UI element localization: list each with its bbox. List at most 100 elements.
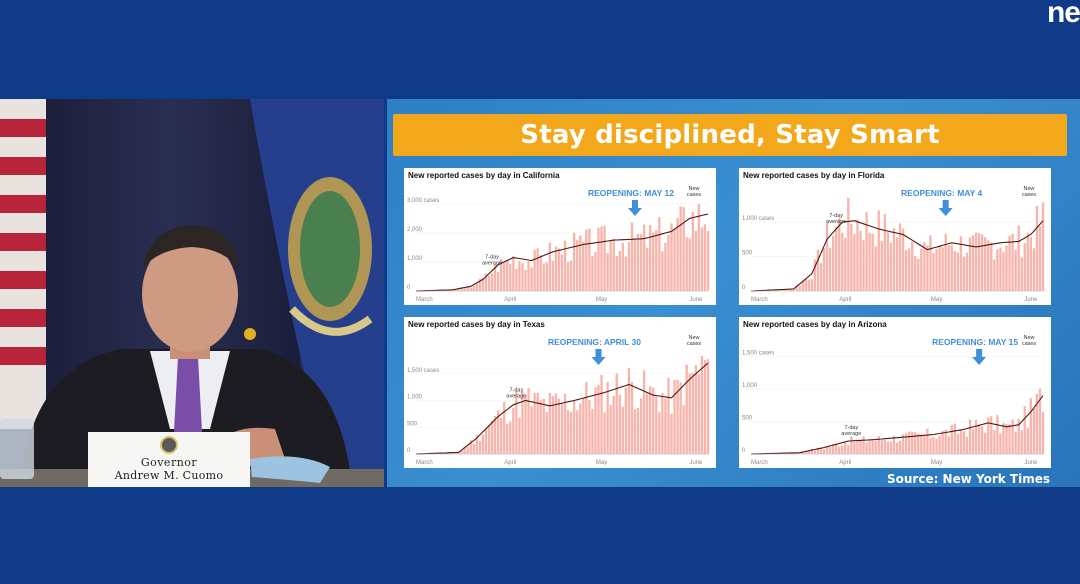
daily-bar <box>901 434 905 454</box>
daily-bar <box>673 379 676 454</box>
daily-bar <box>463 286 466 291</box>
daily-bar <box>907 248 911 291</box>
daily-bar <box>518 261 521 291</box>
daily-bar <box>856 219 859 291</box>
daily-bar <box>895 442 899 454</box>
avg-label: average <box>841 431 861 437</box>
daily-bar <box>524 395 527 454</box>
daily-bar <box>484 273 488 291</box>
daily-bar <box>838 217 841 291</box>
daily-bar <box>804 451 807 454</box>
daily-bar <box>801 280 804 291</box>
daily-bar <box>639 398 643 454</box>
x-tick-label: April <box>504 297 516 303</box>
daily-bar <box>898 223 902 291</box>
daily-bar <box>880 240 883 291</box>
daily-bar <box>576 410 579 454</box>
seven-day-average-line <box>415 362 709 455</box>
daily-bar <box>868 232 871 291</box>
daily-bar <box>1032 248 1036 291</box>
slide-title: Stay disciplined, Stay Smart <box>520 120 940 150</box>
daily-bar <box>630 222 634 291</box>
daily-bar <box>810 279 814 291</box>
daily-bar <box>847 445 850 454</box>
daily-bar <box>968 237 972 291</box>
daily-bar <box>533 392 536 454</box>
daily-bar <box>850 436 853 454</box>
us-flag <box>0 99 46 429</box>
y-tick-label: 0 <box>407 285 411 291</box>
daily-bar <box>487 275 491 291</box>
daily-bar <box>527 261 530 291</box>
daily-bar <box>999 247 1002 291</box>
daily-bar <box>947 436 950 454</box>
daily-bar <box>536 248 539 291</box>
daily-bar <box>572 400 576 454</box>
y-tick-label: 0 <box>742 285 746 291</box>
daily-bar <box>478 441 482 454</box>
daily-bar <box>914 256 917 291</box>
daily-bar <box>1032 408 1036 454</box>
daily-bar <box>490 420 494 454</box>
daily-bar <box>987 240 990 291</box>
avg-label: average <box>506 394 526 400</box>
ny-state-flag <box>250 99 384 487</box>
avg-label: 7-day <box>485 255 499 261</box>
daily-bar <box>679 206 682 291</box>
chart-texas: New reported cases by day in Texas 0 500 1,… <box>404 317 716 468</box>
daily-bar <box>880 440 883 454</box>
daily-bar <box>923 435 926 454</box>
daily-bar <box>460 450 463 454</box>
daily-bar <box>615 255 618 291</box>
daily-bar <box>506 423 509 454</box>
chart-title: New reported cases by day in California <box>408 171 560 180</box>
daily-bar <box>932 253 935 291</box>
slide-title-banner: Stay disciplined, Stay Smart <box>393 114 1067 156</box>
daily-bar <box>1011 419 1014 454</box>
daily-bar <box>685 364 688 454</box>
daily-bar <box>615 373 618 454</box>
daily-bar <box>1035 205 1039 291</box>
daily-bar <box>633 408 637 454</box>
daily-bar <box>521 391 524 454</box>
daily-bar <box>472 444 475 454</box>
daily-bar <box>572 232 576 291</box>
daily-bar <box>853 233 856 291</box>
reopening-label: REOPENING: MAY 15 <box>932 337 1018 347</box>
daily-bar <box>819 448 823 454</box>
daily-bar <box>980 426 984 454</box>
avg-label: 7-day <box>844 425 858 431</box>
daily-bar <box>472 285 475 291</box>
daily-bar <box>557 248 561 291</box>
reopening-arrow-icon <box>972 349 987 365</box>
daily-bar <box>585 382 588 454</box>
daily-bar <box>609 404 612 454</box>
daily-bar <box>810 449 814 454</box>
daily-bar <box>1029 236 1033 291</box>
daily-bar <box>518 417 521 454</box>
daily-bar <box>971 428 975 454</box>
daily-bar <box>457 289 460 291</box>
daily-bar <box>591 408 594 454</box>
avg-label: 7-day <box>829 213 843 219</box>
daily-bar <box>956 252 960 291</box>
daily-bar <box>844 442 847 454</box>
daily-bar <box>493 264 497 291</box>
new-cases-label: New <box>688 335 699 341</box>
daily-bar <box>798 285 801 291</box>
daily-bar <box>618 394 621 454</box>
daily-bar <box>676 379 679 454</box>
daily-bar <box>636 407 640 454</box>
daily-bar <box>655 230 658 291</box>
daily-bar <box>1026 232 1029 291</box>
y-tick-label: 0 <box>407 448 411 454</box>
daily-bar <box>579 235 582 291</box>
x-tick-label: April <box>839 297 851 303</box>
daily-bar <box>515 390 518 454</box>
daily-bar <box>633 239 637 291</box>
daily-bar <box>871 440 874 454</box>
daily-bar <box>457 452 460 454</box>
daily-bar <box>542 398 545 454</box>
daily-bar <box>588 400 591 454</box>
daily-bar <box>612 238 615 291</box>
